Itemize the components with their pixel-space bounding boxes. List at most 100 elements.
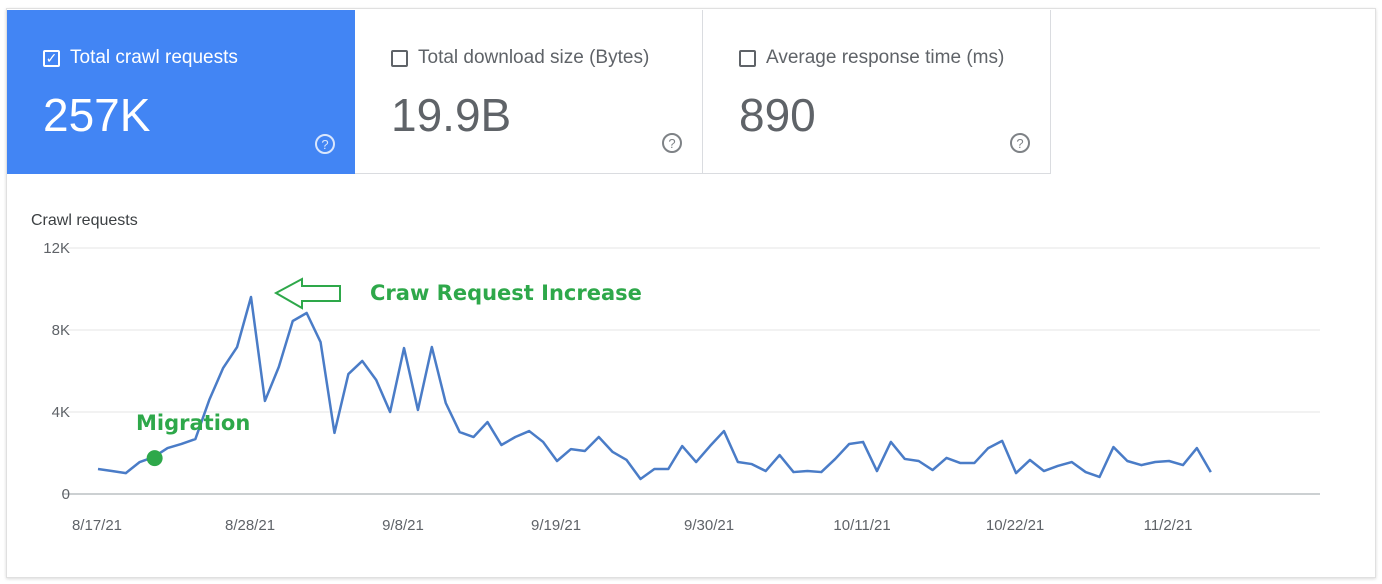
data-point [971,460,977,466]
data-point [192,436,198,442]
data-point [985,445,991,451]
data-point [721,428,727,434]
left-arrow-icon [273,277,341,310]
data-point [582,448,588,454]
checkbox-icon[interactable] [391,49,408,67]
migration-marker-dot [146,450,163,467]
help-icon[interactable]: ? [315,134,335,154]
y-tick-label: 0 [62,486,70,503]
data-point [1110,444,1116,450]
data-point [1194,445,1200,451]
data-point [276,364,282,370]
y-tick-label: 8K [52,322,70,339]
data-point [860,439,866,445]
y-tick-label: 4K [52,404,70,421]
data-point [930,467,936,473]
crawl-requests-line [97,295,1212,481]
data-point [832,456,838,462]
x-tick-label: 8/28/21 [225,517,275,534]
data-point [401,345,407,351]
x-tick-label: 8/17/21 [72,517,122,534]
data-point [846,441,852,447]
data-point [471,434,477,440]
metric-value: 257K [43,89,151,141]
help-icon[interactable]: ? [662,133,682,153]
data-point [651,466,657,472]
metric-value: 19.9B [391,89,512,141]
data-point [624,457,630,463]
data-point [1083,469,1089,475]
data-point [526,428,532,434]
x-tick-label: 9/19/21 [531,517,581,534]
data-point [248,294,254,300]
data-point [1055,463,1061,469]
metric-card-total-crawl-requests[interactable]: ✓ Total crawl requests 257K ? [7,10,355,174]
data-point [791,469,797,475]
data-point [1166,458,1172,464]
data-point [1208,469,1214,475]
data-point [220,365,226,371]
data-point [804,468,810,474]
data-point [1041,468,1047,474]
x-tick-label: 10/11/21 [833,517,890,534]
data-point [637,476,643,482]
y-axis-title: Crawl requests [31,212,138,229]
data-point [1069,459,1075,465]
crawl-increase-annotation: Craw Request Increase [370,281,642,305]
data-point [665,466,671,472]
data-point [707,443,713,449]
data-point [957,460,963,466]
data-point [679,443,685,449]
data-point [178,441,184,447]
data-point [262,398,268,404]
data-point [610,449,616,455]
data-point [123,470,129,476]
data-point [415,407,421,413]
data-point [596,434,602,440]
data-point [735,459,741,465]
data-point [749,461,755,467]
data-point [484,419,490,425]
data-point [818,469,824,475]
data-point [763,468,769,474]
data-point [1013,470,1019,476]
metric-card-total-download-size[interactable]: Total download size (Bytes) 19.9B ? [355,10,703,174]
help-icon[interactable]: ? [1010,133,1030,153]
data-point [457,429,463,435]
data-point [944,455,950,461]
data-point [137,459,143,465]
migration-annotation: Migration [136,411,250,435]
checkbox-checked-icon[interactable]: ✓ [43,49,60,67]
data-point [304,310,310,316]
data-point [290,318,296,324]
data-point [429,344,435,350]
x-tick-label: 10/22/21 [986,517,1044,534]
metric-label: Average response time (ms) [766,47,1005,68]
data-point [777,452,783,458]
data-point [1152,459,1158,465]
data-point [540,439,546,445]
data-point [888,439,894,445]
data-point [331,430,337,436]
data-point [999,438,1005,444]
data-point [1180,462,1186,468]
data-point [554,458,560,464]
data-point [234,344,240,350]
data-point [359,358,365,364]
data-point [512,434,518,440]
data-point [345,371,351,377]
data-point [1027,457,1033,463]
data-point [1097,474,1103,480]
data-point [387,409,393,415]
data-point [95,466,101,472]
data-point [206,397,212,403]
data-point [568,446,574,452]
metric-card-average-response-time[interactable]: Average response time (ms) 890 ? [703,10,1051,174]
data-point [443,400,449,406]
data-point [874,468,880,474]
checkbox-icon[interactable] [739,49,756,67]
data-point [165,445,171,451]
data-point [109,468,115,474]
data-point [916,458,922,464]
